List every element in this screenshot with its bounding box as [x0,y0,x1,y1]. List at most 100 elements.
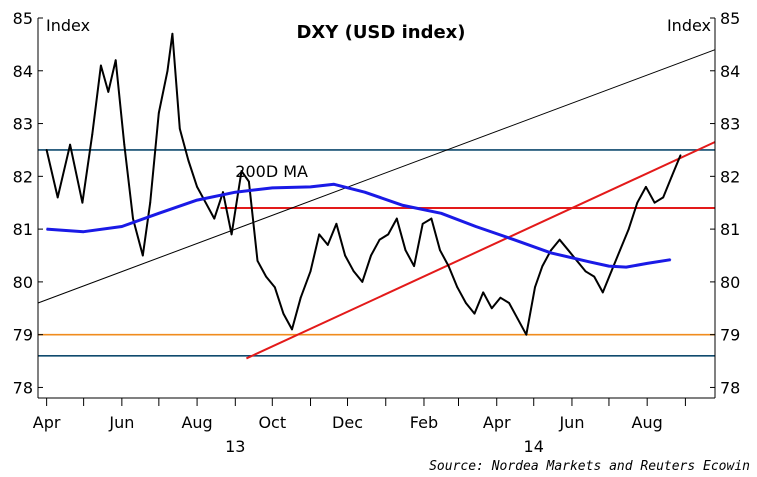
dxy-point-31 [318,233,321,236]
dxy-point-32 [326,244,329,246]
reference-lines [37,49,716,360]
dxy-point-12 [157,112,160,114]
ma200-point-2 [121,225,123,228]
dxy-point-63 [593,275,596,278]
y-tick-label-right: 79 [720,326,740,345]
dxy-point-44 [430,217,433,220]
y-tick-label-right: 84 [720,62,740,81]
dxy-point-46 [447,265,450,267]
dxy-point-13 [166,69,169,72]
x-tick-label-8: Aug [632,413,663,432]
dxy-point-6 [107,90,110,93]
dxy-point-40 [395,217,398,220]
dxy-point-15 [178,127,181,130]
dxy-point-41 [404,249,407,252]
series-lines [45,32,682,336]
x-tick-label-0: Apr [33,413,61,432]
dxy-point-2 [69,143,71,146]
dxy-point-47 [456,286,459,289]
dxy-point-5 [99,64,102,67]
dxy-point-60 [567,249,570,252]
dxy-point-53 [508,302,510,304]
dxy-point-34 [344,254,346,257]
dxy-point-1 [56,196,59,199]
y-tick-label-left: 84 [13,62,33,81]
ma200-point-3 [158,212,160,214]
ma200-point-12 [475,225,477,228]
ma200-point-5 [234,191,236,193]
dxy-point-70 [653,201,656,204]
annotation-ma-label: 200D MA [235,162,308,181]
ma200-point-19 [670,259,672,261]
y-tick-label-right: 82 [720,167,740,186]
y-tick-label-left: 80 [13,273,33,292]
dxy-point-42 [413,265,416,267]
chart-title: DXY (USD index) [296,22,465,43]
dxy-point-50 [482,291,485,294]
dxy-point-8 [123,143,126,146]
dxy-point-62 [584,270,587,273]
x-tick-label-4: Dec [332,413,363,432]
source-note: Source: Nordea Markets and Reuters Ecowi… [429,459,750,474]
chart-text: DXY (USD index) Index Index Source: Nord… [13,9,750,474]
dxy-point-48 [465,302,467,304]
x-year-label-1: 14 [524,437,544,456]
y-tick-label-right: 78 [720,378,740,397]
dxy-point-29 [299,296,302,299]
dxy-point-7 [114,59,117,62]
dxy-point-20 [222,191,224,194]
ma200-point-7 [309,186,312,188]
dxy-point-28 [291,328,293,331]
ma200-point-8 [333,183,335,185]
ma200-point-10 [402,204,404,206]
dxy-point-14 [171,32,174,35]
x-tick-label-2: Aug [181,413,212,432]
dxy-point-26 [273,286,276,289]
dxy-point-22 [240,170,243,172]
dxy-series-line [45,32,682,336]
dxy-point-54 [516,317,519,320]
dxy-point-45 [439,249,441,252]
x-year-label-0: 13 [225,437,245,456]
dxy-point-10 [141,254,144,257]
dxy-point-18 [204,201,207,204]
ma200-series-line [46,182,671,269]
dxy-point-27 [282,312,285,315]
trend-line-4 [245,141,716,360]
dxy-point-57 [541,265,544,267]
dxy-point-51 [490,307,493,310]
y-tick-label-right: 81 [720,220,740,239]
y-tick-label-right: 85 [720,9,740,28]
dxy-point-39 [387,233,390,236]
x-tick-label-6: Apr [483,413,511,432]
y-unit-left: Index [46,16,90,35]
axes [37,17,716,406]
dxy-point-68 [636,201,639,204]
ma200-point-4 [196,199,198,201]
x-tick-label-5: Feb [410,413,438,432]
dxy-point-11 [149,201,152,204]
y-tick-label-left: 83 [13,115,33,134]
ma200-point-14 [550,252,552,254]
dxy-point-59 [558,238,561,241]
dxy-point-21 [230,233,233,236]
dxy-point-49 [473,312,476,315]
dxy-point-30 [309,270,312,273]
y-unit-right: Index [667,16,711,35]
dxy-point-56 [534,286,536,289]
ma200-point-11 [440,212,442,214]
x-tick-label-1: Jun [108,413,134,432]
y-tick-label-right: 83 [720,115,740,134]
dxy-point-3 [81,201,84,204]
x-tick-label-7: Jun [558,413,584,432]
dxy-point-23 [247,180,250,183]
ma200-point-16 [608,265,610,267]
y-tick-label-left: 78 [13,378,33,397]
dxy-point-16 [187,159,190,162]
dxy-point-38 [378,238,381,241]
ma200-point-17 [625,266,627,268]
dxy-point-43 [421,222,424,225]
dxy-point-72 [670,175,673,178]
dxy-point-33 [335,222,338,225]
